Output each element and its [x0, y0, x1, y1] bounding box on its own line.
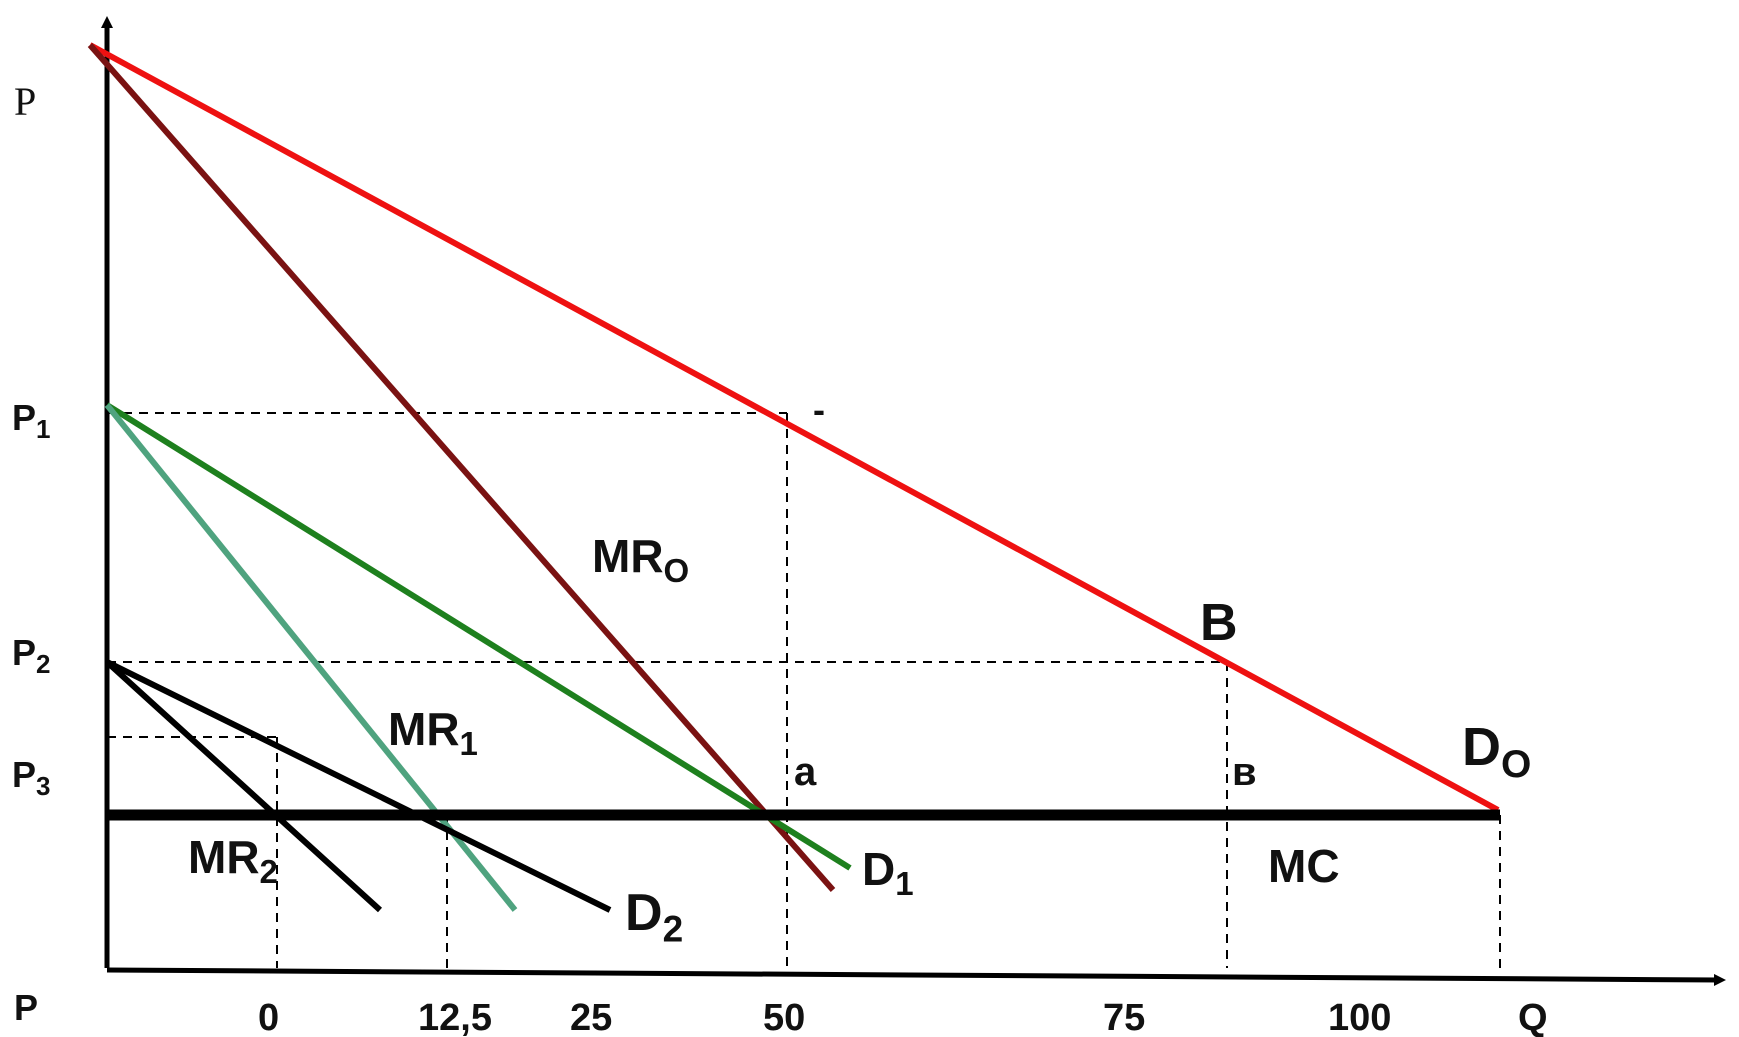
series-line-d2: [105, 659, 612, 913]
y-tick-labels: P1 P2 P3: [12, 397, 50, 801]
series-line-do: [88, 42, 1500, 813]
series-line-mr1: [104, 403, 518, 912]
x-tick-label-75: 75: [1103, 997, 1145, 1037]
series-line-mro: [87, 43, 836, 892]
y-tick-label-p2: P2: [12, 632, 50, 679]
annotation-a: a: [794, 750, 817, 794]
series-label-do: DO: [1462, 717, 1531, 786]
x-tick-labels: 0 12,5 25 50 75 100: [258, 997, 1391, 1037]
series-line-mr2: [104, 659, 383, 913]
series-labels: DO MRO D1 MR1 D2 MR2 MC: [188, 530, 1531, 949]
x-tick-label-12-5: 12,5: [418, 997, 492, 1037]
annotation-B: B: [1200, 594, 1238, 652]
origin-label: P: [14, 987, 38, 1028]
y-axis-title: P: [14, 79, 36, 124]
series-label-mr1: MR1: [388, 703, 478, 762]
annotations: a в B -: [794, 389, 1257, 794]
x-tick-label-0: 0: [258, 997, 279, 1037]
x-tick-label-100: 100: [1328, 997, 1391, 1037]
x-axis-title: Q: [1518, 997, 1548, 1037]
series-lines: [87, 42, 1500, 913]
series-line-d1: [105, 402, 852, 871]
x-axis: [106, 967, 1726, 986]
series-label-mc: MC: [1268, 840, 1340, 892]
series-label-d1: D1: [862, 843, 914, 902]
annotation-v-lower: в: [1232, 750, 1257, 794]
x-tick-label-25: 25: [570, 997, 612, 1037]
series-label-mr2: MR2: [188, 831, 278, 890]
x-tick-label-50: 50: [763, 997, 805, 1037]
y-tick-label-p3: P3: [12, 754, 50, 801]
annotation-dash: -: [813, 389, 825, 430]
y-tick-label-p1: P1: [12, 397, 50, 444]
series-label-d2: D2: [625, 884, 683, 949]
series-label-mro: MRO: [592, 530, 689, 589]
